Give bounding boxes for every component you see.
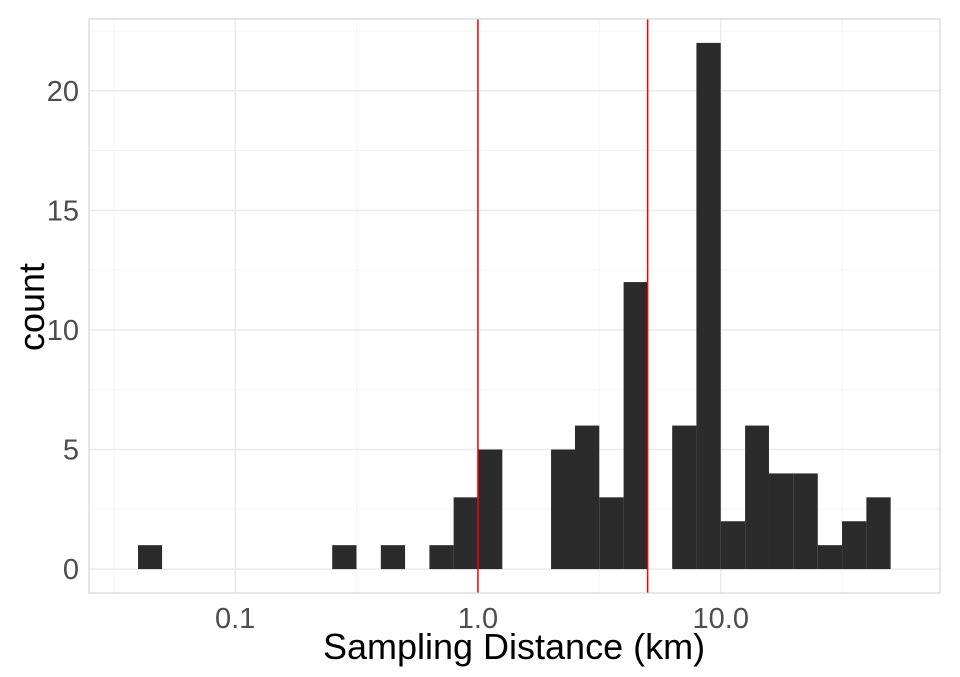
histogram-bar <box>745 425 769 570</box>
panel-border <box>88 18 941 594</box>
histogram-bar <box>817 545 843 570</box>
reference-lines-layer <box>477 19 649 593</box>
y-tick-label: 5 <box>63 435 79 467</box>
histogram-bar <box>768 473 794 570</box>
histogram-bar <box>623 282 648 570</box>
histogram-bar <box>429 545 454 570</box>
histogram-bar <box>842 521 867 570</box>
histogram-bar <box>551 449 575 570</box>
y-tick-label: 15 <box>47 195 79 227</box>
y-axis-title: count <box>11 263 52 351</box>
y-tick-label: 10 <box>47 315 79 347</box>
histogram-bar <box>380 545 406 570</box>
panel-border-layer <box>88 18 941 594</box>
x-tick-label: 10.0 <box>693 603 749 635</box>
histogram-bar <box>599 497 624 570</box>
y-tick-label: 20 <box>47 76 79 108</box>
histogram-bar <box>672 425 697 570</box>
histogram-bar <box>720 521 746 570</box>
histogram-bar <box>453 497 478 570</box>
histogram-bar <box>866 497 891 570</box>
bars-layer <box>138 42 891 570</box>
y-tick-labels: 0 5 10 15 20 <box>47 76 79 586</box>
histogram-bar <box>574 425 600 570</box>
histogram-bar <box>138 545 163 570</box>
histogram-bar <box>793 473 818 570</box>
x-tick-labels: 0.1 1.0 10.0 <box>215 603 749 635</box>
histogram-bar <box>332 545 357 570</box>
histogram-bar <box>696 42 721 570</box>
histogram-bar <box>477 449 503 570</box>
x-tick-label: 0.1 <box>215 603 255 635</box>
x-axis-title: Sampling Distance (km) <box>323 626 705 667</box>
x-tick-label: 1.0 <box>458 603 498 635</box>
y-tick-label: 0 <box>63 554 79 586</box>
